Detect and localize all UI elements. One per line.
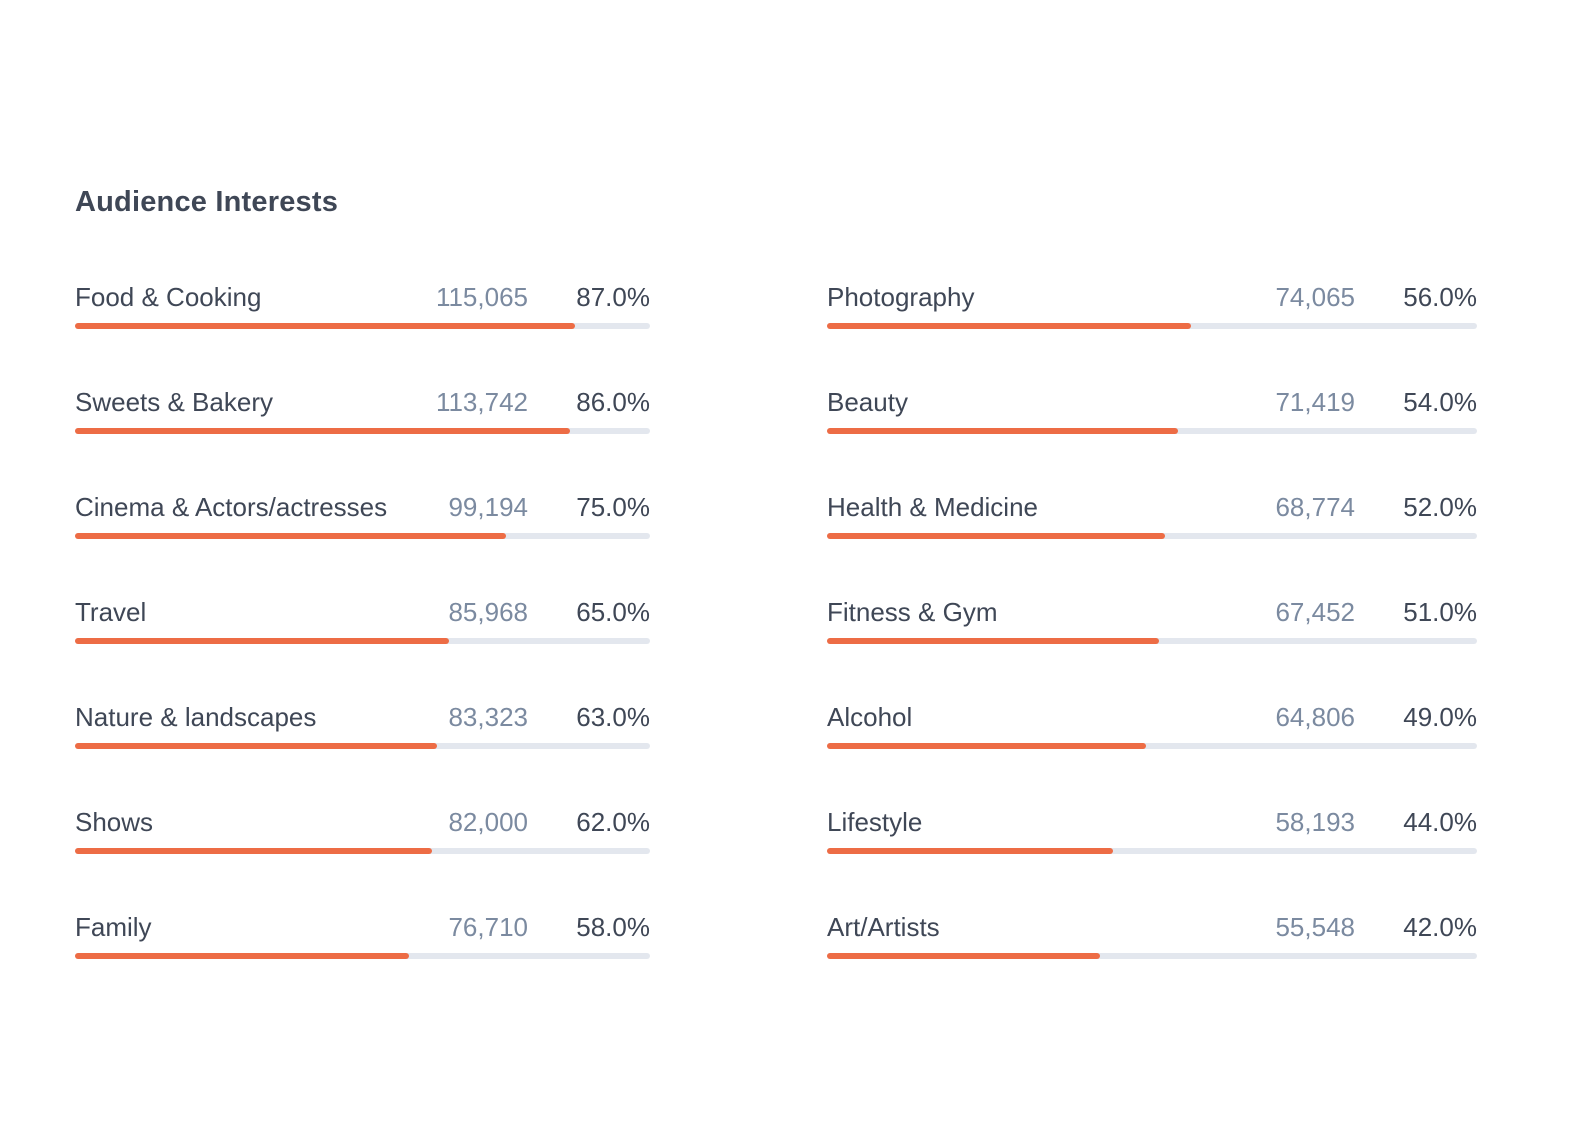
progress-fill: [827, 953, 1100, 959]
progress-fill: [827, 428, 1178, 434]
interest-row: Fitness & Gym 67,452 51.0%: [827, 595, 1477, 700]
interest-row: Food & Cooking 115,065 87.0%: [75, 280, 650, 385]
interest-label: Beauty: [827, 387, 908, 417]
interest-percent: 87.0%: [576, 282, 650, 312]
interest-row: Nature & landscapes 83,323 63.0%: [75, 700, 650, 805]
interest-count: 113,742: [435, 387, 528, 417]
interest-count: 83,323: [448, 702, 528, 732]
interest-row: Sweets & Bakery 113,742 86.0%: [75, 385, 650, 490]
interest-label: Cinema & Actors/actresses: [75, 492, 388, 522]
progress-track: [827, 428, 1477, 434]
progress-track: [75, 848, 650, 854]
interest-percent: 62.0%: [576, 807, 650, 837]
interest-row: Beauty 71,419 54.0%: [827, 385, 1477, 490]
interest-label: Food & Cooking: [75, 282, 262, 312]
interest-percent: 51.0%: [1403, 597, 1477, 627]
page-title: Audience Interests: [75, 186, 339, 218]
progress-track: [75, 638, 650, 644]
interest-percent: 63.0%: [576, 702, 650, 732]
interest-row: Health & Medicine 68,774 52.0%: [827, 490, 1477, 595]
progress-track: [75, 743, 650, 749]
interest-row: Cinema & Actors/actresses 99,194 75.0%: [75, 490, 650, 595]
interest-label: Health & Medicine: [827, 492, 1038, 522]
interest-row: Lifestyle 58,193 44.0%: [827, 805, 1477, 910]
interest-count: 67,452: [1275, 597, 1355, 627]
interest-label: Sweets & Bakery: [75, 387, 273, 417]
interest-percent: 65.0%: [576, 597, 650, 627]
progress-track: [827, 743, 1477, 749]
progress-track: [827, 638, 1477, 644]
progress-fill: [827, 743, 1146, 749]
interest-count: 82,000: [448, 807, 528, 837]
interests-column-right: Photography 74,065 56.0% Beauty 71,419 54.0% H…: [827, 280, 1477, 1015]
interest-percent: 86.0%: [576, 387, 650, 417]
interest-label: Nature & landscapes: [75, 702, 317, 732]
interest-count: 58,193: [1275, 807, 1355, 837]
interest-count: 68,774: [1275, 492, 1355, 522]
interest-row: Photography 74,065 56.0%: [827, 280, 1477, 385]
interest-label: Lifestyle: [827, 807, 923, 837]
progress-fill: [75, 953, 409, 959]
interest-label: Family: [75, 912, 152, 942]
progress-fill: [827, 533, 1165, 539]
progress-fill: [75, 323, 576, 329]
interest-percent: 42.0%: [1403, 912, 1477, 942]
progress-fill: [75, 638, 449, 644]
progress-fill: [827, 323, 1191, 329]
progress-fill: [827, 848, 1113, 854]
interest-percent: 56.0%: [1403, 282, 1477, 312]
interest-percent: 44.0%: [1403, 807, 1477, 837]
interest-percent: 54.0%: [1403, 387, 1477, 417]
progress-fill: [75, 743, 438, 749]
progress-track: [75, 953, 650, 959]
progress-track: [827, 533, 1477, 539]
interest-count: 71,419: [1275, 387, 1355, 417]
progress-fill: [75, 848, 432, 854]
interest-row: Family 76,710 58.0%: [75, 910, 650, 1015]
interest-label: Travel: [75, 597, 147, 627]
interest-label: Alcohol: [827, 702, 913, 732]
interest-label: Art/Artists: [827, 912, 940, 942]
progress-track: [827, 953, 1477, 959]
interest-count: 64,806: [1275, 702, 1355, 732]
progress-fill: [827, 638, 1159, 644]
interest-row: Travel 85,968 65.0%: [75, 595, 650, 700]
interest-row: Art/Artists 55,548 42.0%: [827, 910, 1477, 1015]
progress-track: [75, 428, 650, 434]
interest-row: Alcohol 64,806 49.0%: [827, 700, 1477, 805]
interests-column-left: Food & Cooking 115,065 87.0% Sweets & Baker…: [75, 280, 650, 1015]
interest-row: Shows 82,000 62.0%: [75, 805, 650, 910]
interest-percent: 58.0%: [576, 912, 650, 942]
interest-count: 85,968: [448, 597, 528, 627]
interest-percent: 75.0%: [576, 492, 650, 522]
interest-count: 74,065: [1275, 282, 1355, 312]
interest-count: 99,194: [448, 492, 528, 522]
progress-fill: [75, 428, 570, 434]
interest-label: Photography: [827, 282, 975, 312]
interest-count: 76,710: [448, 912, 528, 942]
progress-track: [827, 848, 1477, 854]
progress-fill: [75, 533, 507, 539]
interest-count: 115,065: [435, 282, 528, 312]
progress-track: [75, 323, 650, 329]
interest-percent: 49.0%: [1403, 702, 1477, 732]
interest-count: 55,548: [1275, 912, 1355, 942]
interest-label: Shows: [75, 807, 154, 837]
progress-track: [75, 533, 650, 539]
interest-percent: 52.0%: [1403, 492, 1477, 522]
interest-label: Fitness & Gym: [827, 597, 998, 627]
progress-track: [827, 323, 1477, 329]
